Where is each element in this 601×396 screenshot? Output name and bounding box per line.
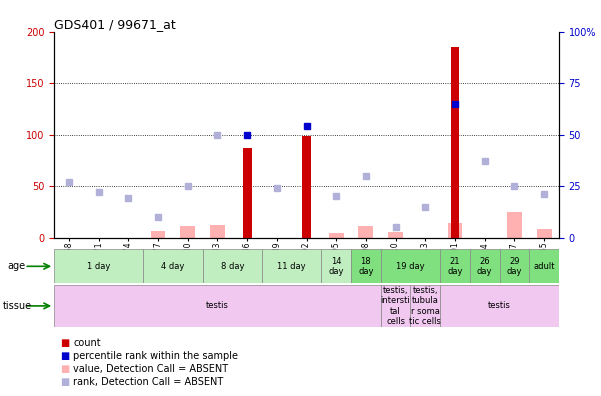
Bar — [54, 249, 143, 283]
Bar — [381, 285, 410, 327]
Text: adult: adult — [533, 262, 555, 271]
Bar — [358, 226, 373, 238]
Bar — [529, 249, 559, 283]
Bar — [329, 234, 344, 238]
Bar — [507, 212, 522, 238]
Bar — [243, 148, 252, 238]
Bar — [180, 226, 195, 238]
Text: 8 day: 8 day — [221, 262, 244, 271]
Bar — [262, 249, 322, 283]
Text: 19 day: 19 day — [396, 262, 425, 271]
Text: 4 day: 4 day — [161, 262, 185, 271]
Bar — [151, 231, 165, 238]
Bar — [388, 232, 403, 238]
Text: value, Detection Call = ABSENT: value, Detection Call = ABSENT — [73, 364, 228, 374]
Bar — [470, 249, 499, 283]
Bar — [499, 249, 529, 283]
Text: ■: ■ — [60, 337, 69, 348]
Bar — [410, 285, 440, 327]
Text: GDS401 / 99671_at: GDS401 / 99671_at — [54, 18, 176, 31]
Text: testis,
intersti
tal
cells: testis, intersti tal cells — [380, 286, 410, 326]
Bar — [451, 47, 459, 238]
Bar — [440, 285, 559, 327]
Bar — [322, 249, 351, 283]
Bar — [440, 249, 470, 283]
Bar — [448, 223, 462, 238]
Bar — [302, 136, 311, 238]
Text: age: age — [8, 261, 26, 271]
Text: 18
day: 18 day — [358, 257, 374, 276]
Text: 11 day: 11 day — [277, 262, 306, 271]
Text: 26
day: 26 day — [477, 257, 492, 276]
Bar — [54, 285, 381, 327]
Text: testis: testis — [206, 301, 229, 310]
Text: 14
day: 14 day — [329, 257, 344, 276]
Text: ■: ■ — [60, 350, 69, 361]
Bar — [351, 249, 381, 283]
Text: rank, Detection Call = ABSENT: rank, Detection Call = ABSENT — [73, 377, 224, 387]
Text: count: count — [73, 337, 101, 348]
Text: ■: ■ — [60, 377, 69, 387]
Text: percentile rank within the sample: percentile rank within the sample — [73, 350, 239, 361]
Text: testis: testis — [488, 301, 511, 310]
Bar — [210, 225, 225, 238]
Text: 29
day: 29 day — [507, 257, 522, 276]
Text: testis,
tubula
r soma
tic cells: testis, tubula r soma tic cells — [409, 286, 441, 326]
Bar — [143, 249, 203, 283]
Text: 1 day: 1 day — [87, 262, 111, 271]
Bar — [381, 249, 440, 283]
Text: ■: ■ — [60, 364, 69, 374]
Bar — [537, 229, 552, 238]
Bar — [203, 249, 262, 283]
Text: tissue: tissue — [3, 301, 32, 311]
Text: 21
day: 21 day — [447, 257, 463, 276]
